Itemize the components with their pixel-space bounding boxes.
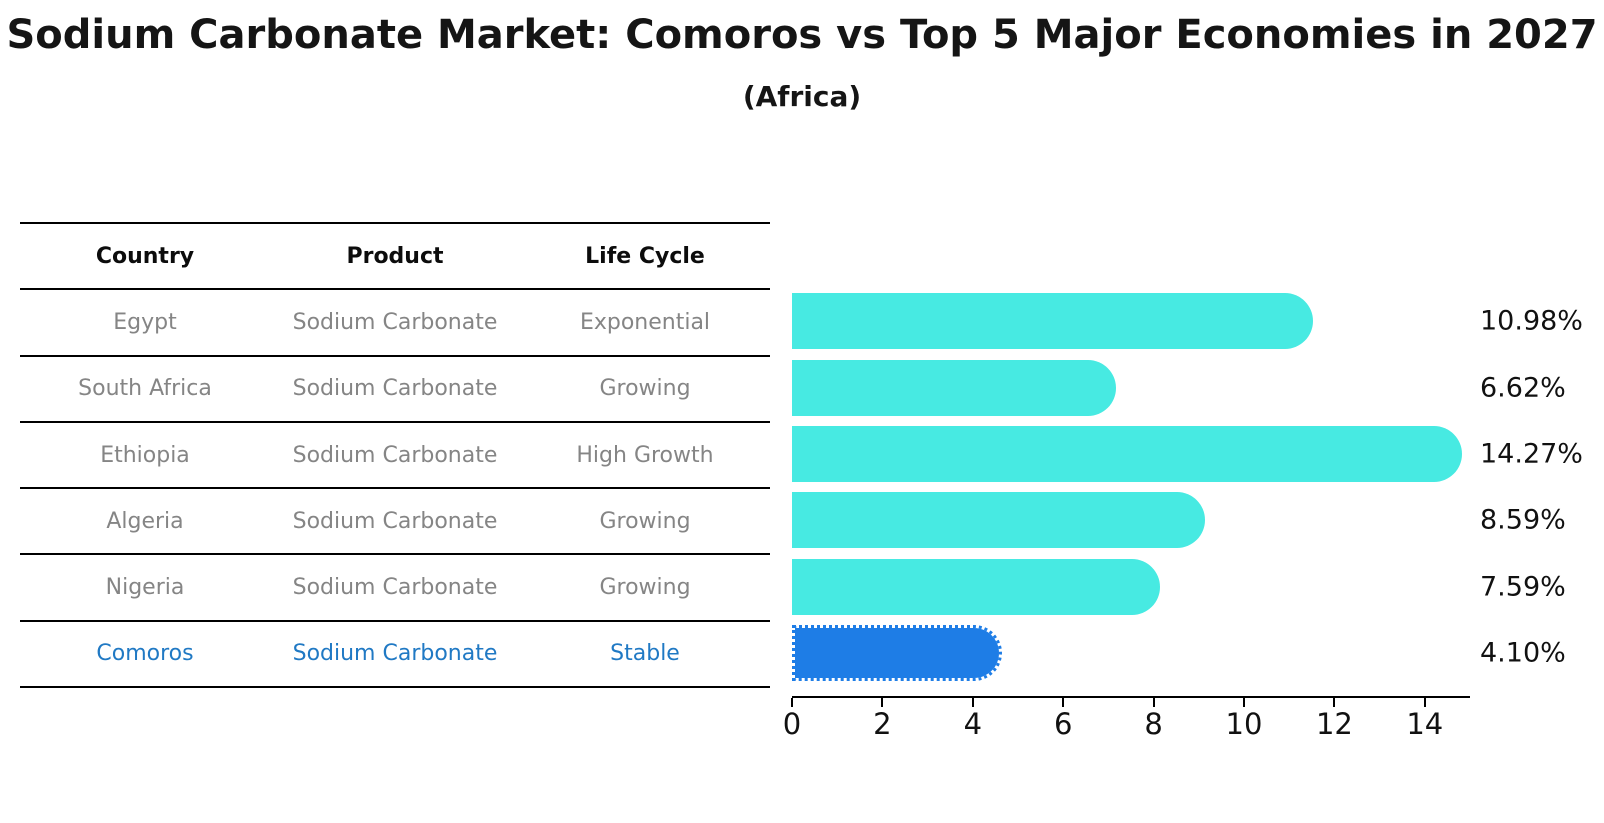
table-row: South Africa Sodium Carbonate Growing — [20, 354, 770, 421]
cell-life-cycle: Exponential — [579, 309, 711, 335]
x-axis-line — [792, 696, 1470, 698]
table-row: Ethiopia Sodium Carbonate High Growth — [20, 420, 770, 487]
value-label: 8.59% — [1480, 504, 1566, 536]
cell-country: Ethiopia — [100, 442, 190, 468]
chart-title: Sodium Carbonate Market: Comoros vs Top … — [6, 12, 1598, 58]
cell-life-cycle: Growing — [599, 376, 691, 402]
cell-country: Algeria — [106, 508, 184, 534]
cell-country: Egypt — [113, 309, 177, 335]
bar-nigeria — [792, 558, 1161, 615]
cell-product: Sodium Carbonate — [292, 376, 498, 402]
table-header-row: Country Product Life Cycle — [20, 222, 770, 288]
bar-comoros-highlight — [792, 624, 1003, 681]
cell-life-cycle: Growing — [599, 575, 691, 601]
value-label: 7.59% — [1480, 571, 1566, 603]
cell-product: Sodium Carbonate — [292, 575, 498, 601]
cell-life-cycle: Stable — [610, 641, 680, 667]
cell-product: Sodium Carbonate — [292, 309, 498, 335]
cell-life-cycle: Growing — [599, 508, 691, 534]
cell-country: Comoros — [96, 641, 194, 667]
bar-algeria — [792, 492, 1206, 549]
x-axis-tick-label: 12 — [1315, 707, 1353, 741]
table-row: Nigeria Sodium Carbonate Growing — [20, 553, 770, 619]
bar-ethiopia — [792, 426, 1462, 483]
table-header-life-cycle: Life Cycle — [585, 243, 705, 269]
x-axis-tick-label: 6 — [1053, 707, 1073, 741]
x-axis-tick-label: 4 — [963, 707, 983, 741]
cell-product: Sodium Carbonate — [292, 641, 498, 667]
cell-product: Sodium Carbonate — [292, 442, 498, 468]
x-axis-tick — [1423, 698, 1426, 707]
cell-country: South Africa — [78, 376, 212, 402]
table-body: Egypt Sodium Carbonate Exponential South Af… — [20, 288, 770, 686]
table-header-product: Product — [346, 243, 444, 269]
bar-south-africa — [792, 359, 1117, 416]
chart-subtitle: (Africa) — [742, 80, 862, 113]
value-label: 6.62% — [1480, 372, 1566, 404]
x-axis-tick — [971, 698, 974, 707]
x-axis-tick — [1062, 698, 1065, 707]
country-table: Country Product Life Cycle Egypt Sodium C… — [20, 222, 770, 689]
cell-product: Sodium Carbonate — [292, 508, 498, 534]
value-label: 4.10% — [1480, 637, 1566, 669]
value-label: 14.27% — [1480, 438, 1583, 470]
x-axis-tick-label: 0 — [782, 707, 802, 741]
table-row: Algeria Sodium Carbonate Growing — [20, 487, 770, 553]
value-label: 10.98% — [1480, 305, 1583, 337]
cell-life-cycle: High Growth — [576, 442, 714, 468]
table-row: Egypt Sodium Carbonate Exponential — [20, 288, 770, 354]
table-row: Comoros Sodium Carbonate Stable — [20, 619, 770, 686]
x-axis-tick — [1333, 698, 1336, 707]
bar-egypt — [792, 293, 1314, 350]
x-axis-tick — [881, 698, 884, 707]
cell-country: Nigeria — [105, 575, 185, 601]
x-axis-tick-label: 10 — [1225, 707, 1263, 741]
x-axis-tick-label: 14 — [1406, 707, 1444, 741]
x-axis-tick-label: 2 — [873, 707, 892, 741]
table-header-country: Country — [95, 243, 195, 269]
x-axis-tick — [1243, 698, 1245, 707]
x-axis-tick — [1152, 698, 1155, 707]
x-axis-tick-label: 8 — [1144, 707, 1163, 741]
x-axis-tick — [791, 698, 793, 707]
